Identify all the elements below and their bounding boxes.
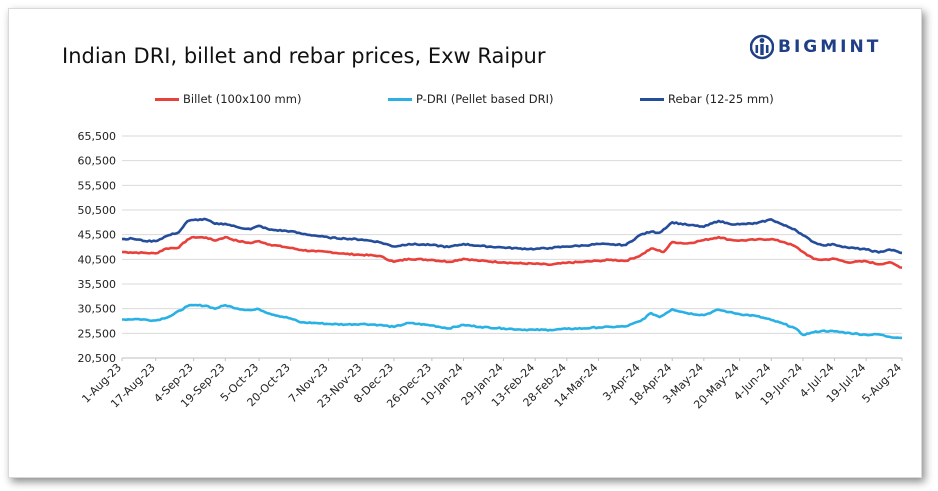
legend-label-billet: Billet (100x100 mm) <box>183 92 302 106</box>
legend-item-pdri: P-DRI (Pellet based DRI) <box>388 92 554 106</box>
legend-label-rebar: Rebar (12-25 mm) <box>668 92 774 106</box>
legend-label-pdri: P-DRI (Pellet based DRI) <box>416 92 554 106</box>
y-tick-label: 25,500 <box>78 327 117 340</box>
y-tick-label: 20,500 <box>78 352 117 365</box>
brand-name: BIGMINT <box>778 37 882 57</box>
y-tick-label: 50,500 <box>78 204 117 217</box>
legend-swatch-billet <box>155 97 179 101</box>
legend-item-billet: Billet (100x100 mm) <box>155 92 301 106</box>
y-tick-label: 60,500 <box>78 155 117 168</box>
legend: Billet (100x100 mm) P-DRI (Pellet based … <box>0 92 938 112</box>
series-line-billet <box>121 235 903 269</box>
legend-item-rebar: Rebar (12-25 mm) <box>640 92 774 106</box>
chart-title: Indian DRI, billet and rebar prices, Exw… <box>62 44 546 68</box>
brand-logo: BIGMINT <box>750 34 881 60</box>
series-line-rebar <box>121 217 903 255</box>
legend-swatch-rebar <box>640 97 664 101</box>
y-tick-label: 45,500 <box>78 229 117 242</box>
legend-swatch-pdri <box>388 97 412 101</box>
bigmint-logo-icon <box>750 34 774 60</box>
chart-card <box>8 8 922 478</box>
y-tick-label: 55,500 <box>78 179 117 192</box>
x-tick-label: 5-Aug-24 <box>859 361 904 406</box>
series-line-pdri <box>122 303 903 340</box>
y-tick-label: 30,500 <box>78 303 117 316</box>
y-tick-label: 40,500 <box>78 253 117 266</box>
y-tick-label: 65,500 <box>78 130 117 143</box>
y-tick-label: 35,500 <box>78 278 117 291</box>
